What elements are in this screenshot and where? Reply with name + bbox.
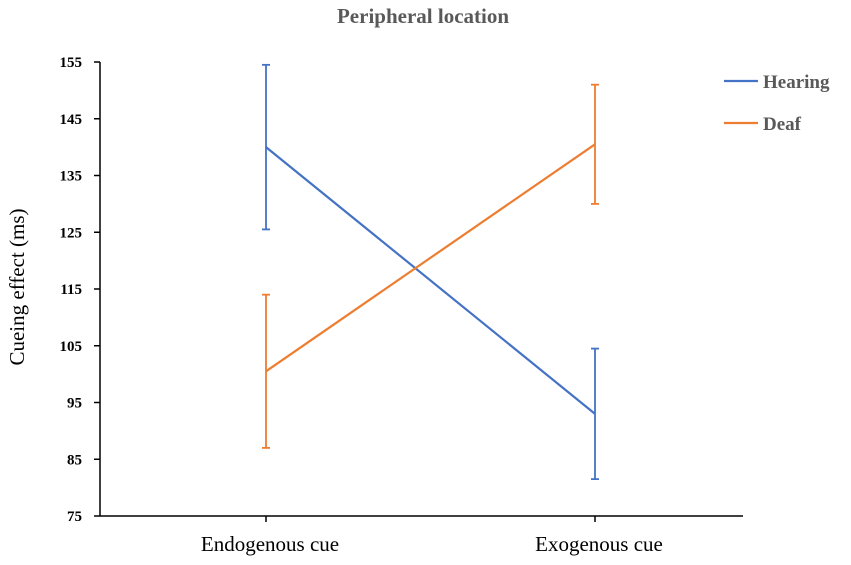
series-group: [262, 63, 599, 481]
x-tick-label: Endogenous cue: [201, 532, 339, 556]
y-tick-label: 125: [60, 225, 83, 241]
y-tick-label: 85: [67, 452, 82, 468]
x-tick-label: Exogenous cue: [535, 532, 663, 556]
y-tick-label: 155: [60, 55, 83, 71]
y-tick-label: 95: [67, 396, 82, 412]
y-tick-label: 145: [60, 112, 83, 128]
legend-label: Hearing: [763, 72, 830, 93]
y-tick-label: 105: [60, 339, 83, 355]
series-line: [265, 146, 596, 415]
legend-item: Hearing: [724, 72, 830, 93]
chart-title: Peripheral location: [337, 4, 509, 28]
series-hearing: [262, 63, 599, 481]
y-tick-label: 115: [60, 282, 82, 298]
y-tick-labels: 75 85 95 105 115 125 135 145 155: [60, 55, 83, 525]
legend-item: Deaf: [724, 114, 802, 135]
y-axis-label: Cueing effect (ms): [5, 208, 29, 365]
legend: Hearing Deaf: [724, 72, 830, 135]
axes: [94, 61, 743, 522]
legend-label: Deaf: [763, 114, 802, 135]
y-tick-label: 135: [60, 169, 83, 185]
series-deaf: [262, 83, 599, 449]
y-tick-label: 75: [67, 509, 82, 525]
series-line: [265, 143, 596, 373]
x-tick-labels: Endogenous cue Exogenous cue: [201, 532, 663, 556]
